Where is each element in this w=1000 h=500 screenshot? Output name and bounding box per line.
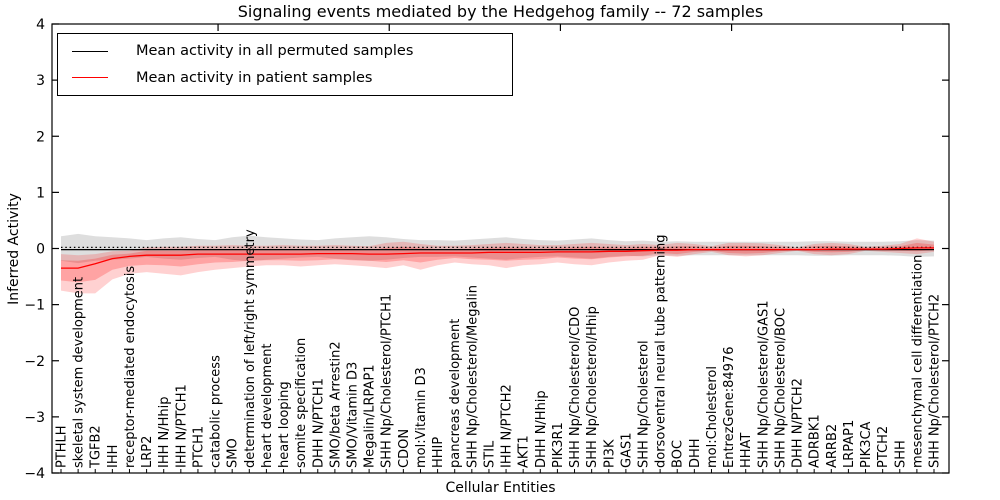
x-tick-label: LRP2 bbox=[140, 436, 155, 468]
x-tick-label: catabolic process bbox=[209, 355, 224, 468]
x-tick-label: STIL bbox=[482, 440, 497, 468]
x-tick-label: ADRBK1 bbox=[808, 414, 823, 468]
y-tick-label: 0 bbox=[36, 242, 45, 258]
y-tick-label: −4 bbox=[24, 466, 45, 482]
x-tick-label: SMO/Vitamin D3 bbox=[346, 362, 361, 468]
x-tick-label: mol:Cholesterol bbox=[705, 366, 720, 468]
x-tick-label: dorsoventral neural tube patterning bbox=[654, 235, 669, 468]
black-line-sample-icon bbox=[72, 50, 108, 52]
x-tick-label: skeletal system development bbox=[72, 277, 87, 468]
x-tick-label: SHH Np/Cholesterol/PTCH2 bbox=[928, 294, 943, 468]
x-tick-label: determination of left/right symmetry bbox=[243, 229, 258, 468]
x-tick-label: DHH N/PTCH1 bbox=[311, 378, 326, 468]
legend-item-patient: Mean activity in patient samples bbox=[58, 65, 512, 91]
chart-title: Signaling events mediated by the Hedgeho… bbox=[237, 2, 764, 21]
x-tick-label: SHH bbox=[893, 440, 908, 468]
x-tick-label: TGFB2 bbox=[89, 425, 104, 469]
x-tick-label: PIK3CA bbox=[859, 421, 874, 468]
x-tick-label: GAS1 bbox=[619, 433, 634, 469]
y-tick-label: −3 bbox=[24, 410, 45, 426]
x-tick-label: LRPAP1 bbox=[842, 420, 857, 468]
x-tick-label: DHH N/PTCH2 bbox=[791, 378, 806, 468]
x-tick-label: HHIP bbox=[431, 437, 446, 468]
x-tick-label: mol:Vitamin D3 bbox=[414, 367, 429, 468]
patient-samples-outer-range-band bbox=[61, 238, 934, 294]
x-tick-label: SHH Np/Cholesterol/PTCH1 bbox=[380, 294, 395, 468]
x-tick-label: IHH N/PTCH1 bbox=[174, 384, 189, 468]
x-tick-label: BOC bbox=[671, 440, 686, 468]
legend-label-patient: Mean activity in patient samples bbox=[136, 69, 373, 86]
legend-label-permuted: Mean activity in all permuted samples bbox=[136, 43, 414, 60]
x-tick-label: heart looping bbox=[277, 381, 292, 468]
x-tick-label: PI3K bbox=[602, 439, 617, 468]
x-tick-label: CDON bbox=[397, 429, 412, 468]
x-tick-label: SHH Np/Cholesterol/CDO bbox=[568, 307, 583, 468]
y-tick-label: −2 bbox=[24, 354, 45, 370]
x-tick-label: IHH N/Hhip bbox=[157, 397, 172, 469]
y-tick-label: 1 bbox=[36, 185, 45, 201]
x-tick-label: SHH Np/Cholesterol/Megalin bbox=[465, 285, 480, 468]
x-tick-label: Megalin/LRPAP1 bbox=[363, 364, 378, 468]
x-tick-label: HHAT bbox=[739, 433, 754, 468]
x-tick-label: IHH bbox=[106, 445, 121, 468]
y-tick-label: 4 bbox=[36, 17, 45, 33]
legend-item-permuted: Mean activity in all permuted samples bbox=[58, 38, 512, 64]
x-tick-label: pancreas development bbox=[448, 319, 463, 468]
x-tick-label: AKT1 bbox=[517, 435, 532, 468]
patient-samples-inner-range-band bbox=[61, 242, 934, 283]
x-tick-label: PIK3R1 bbox=[551, 422, 566, 468]
x-tick-label: PTCH2 bbox=[876, 426, 891, 468]
x-axis-label: Cellular Entities bbox=[445, 480, 556, 496]
x-tick-label: somite specification bbox=[294, 338, 309, 468]
y-axis-label: Inferred Activity bbox=[6, 193, 22, 305]
x-tick-label: receptor-mediated endocytosis bbox=[123, 266, 138, 468]
x-tick-label: SHH Np/Cholesterol bbox=[637, 340, 652, 468]
red-line-sample-icon bbox=[72, 77, 108, 79]
x-tick-label: DHH bbox=[688, 438, 703, 468]
x-tick-label: ARRB2 bbox=[825, 424, 840, 468]
y-tick-label: 2 bbox=[36, 129, 45, 145]
x-tick-label: SMO bbox=[226, 438, 241, 468]
x-tick-label: DHH N/Hhip bbox=[534, 390, 549, 468]
x-tick-label: mesenchymal cell differentiation bbox=[910, 255, 925, 468]
x-tick-label: IHH N/PTCH2 bbox=[500, 384, 515, 468]
x-tick-label: heart development bbox=[260, 343, 275, 468]
x-tick-label: SMO/beta Arrestin2 bbox=[328, 341, 343, 468]
x-tick-label: SHH Np/Cholesterol/Hhip bbox=[585, 306, 600, 468]
x-tick-label: PTHLH bbox=[55, 425, 70, 468]
y-tick-label: −1 bbox=[24, 298, 45, 314]
legend-box: Mean activity in all permuted samples Me… bbox=[57, 33, 513, 96]
x-tick-label: PTCH1 bbox=[191, 426, 206, 468]
x-tick-label: SHH Np/Cholesterol/BOC bbox=[773, 308, 788, 468]
permuted-samples-range-band bbox=[61, 233, 934, 264]
x-tick-label: SHH Np/Cholesterol/GAS1 bbox=[756, 300, 771, 468]
x-tick-label: EntrezGene:84976 bbox=[722, 347, 737, 468]
patient-mean-line bbox=[61, 247, 934, 269]
y-tick-label: 3 bbox=[36, 73, 45, 89]
